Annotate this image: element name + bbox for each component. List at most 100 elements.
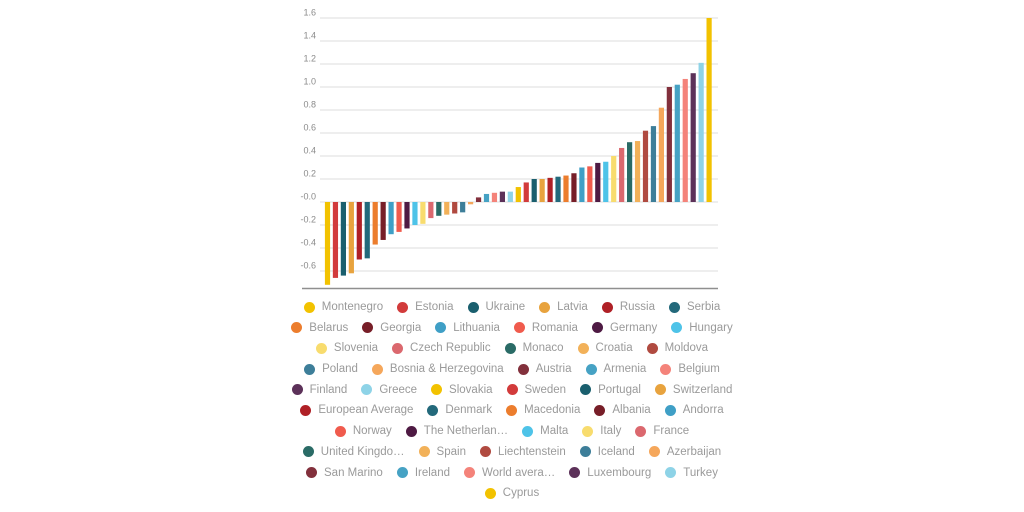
legend-label: Denmark bbox=[445, 404, 493, 417]
legend-item-portugal[interactable]: Portugal bbox=[580, 383, 641, 397]
legend-item-serbia[interactable]: Serbia bbox=[668, 300, 720, 314]
legend-item-san-marino[interactable]: San Marino bbox=[306, 466, 383, 480]
legend-item-georgia[interactable]: Georgia bbox=[362, 321, 421, 335]
legend-item-monaco[interactable]: Monaco bbox=[504, 341, 564, 355]
legend-dot bbox=[304, 363, 316, 375]
bar-lithuania bbox=[388, 202, 394, 235]
y-tick-label: -0.6 bbox=[300, 261, 316, 271]
legend-item-poland[interactable]: Poland bbox=[304, 362, 358, 376]
legend-item-romania[interactable]: Romania bbox=[513, 321, 578, 335]
bar-macedonia bbox=[563, 175, 569, 202]
bar-belgium bbox=[491, 192, 498, 202]
legend-item-czech-republic[interactable]: Czech Republic bbox=[392, 341, 491, 355]
bar-san-marino bbox=[666, 87, 672, 202]
bar-united-kingdo bbox=[627, 142, 633, 202]
legend-item-sweden[interactable]: Sweden bbox=[506, 383, 566, 397]
y-tick-label: 0.2 bbox=[303, 169, 316, 179]
legend-item-malta[interactable]: Malta bbox=[522, 424, 568, 438]
legend-dot bbox=[665, 467, 677, 478]
legend-item-the-netherlan[interactable]: The Netherlan… bbox=[405, 424, 509, 438]
legend-row: European Average Denmark Macedonia Albania A… bbox=[300, 403, 724, 417]
legend-label: Czech Republic bbox=[410, 342, 491, 355]
legend-item-spain[interactable]: Spain bbox=[418, 445, 466, 459]
legend-label: United Kingdo… bbox=[320, 445, 405, 458]
y-tick-label: 1.0 bbox=[303, 77, 316, 87]
legend-item-world-avera[interactable]: World avera… bbox=[464, 466, 555, 480]
legend-item-croatia[interactable]: Croatia bbox=[577, 341, 633, 355]
legend-label: Russia bbox=[619, 301, 655, 313]
legend-dot bbox=[291, 322, 303, 334]
bar-germany bbox=[404, 202, 410, 229]
legend-item-cyprus[interactable]: Cyprus bbox=[484, 486, 540, 500]
legend-item-albania[interactable]: Albania bbox=[594, 403, 651, 417]
y-tick-label: 0.8 bbox=[303, 100, 316, 110]
legend-item-armenia[interactable]: Armenia bbox=[585, 362, 646, 376]
legend-item-ireland[interactable]: Ireland bbox=[396, 466, 450, 480]
legend-item-belarus[interactable]: Belarus bbox=[291, 321, 348, 335]
legend-item-lithuania[interactable]: Lithuania bbox=[435, 321, 500, 335]
legend-label: Azerbaijan bbox=[666, 445, 722, 458]
legend-item-slovakia[interactable]: Slovakia bbox=[431, 383, 493, 397]
legend-item-latvia[interactable]: Latvia bbox=[539, 300, 588, 314]
legend-item-montenegro[interactable]: Montenegro bbox=[303, 300, 383, 314]
y-tick-label: 1.6 bbox=[303, 8, 316, 18]
legend-item-turkey[interactable]: Turkey bbox=[665, 466, 718, 480]
legend-item-bosnia-herzegovina[interactable]: Bosnia & Herzegovina bbox=[371, 362, 504, 376]
legend-dot bbox=[418, 446, 430, 458]
legend-item-belgium[interactable]: Belgium bbox=[660, 362, 720, 376]
bar-andorra bbox=[579, 167, 585, 202]
bar-the-netherlan bbox=[595, 162, 601, 202]
legend-label: Cyprus bbox=[502, 487, 540, 500]
bar-ukraine bbox=[340, 202, 346, 276]
legend-item-macedonia[interactable]: Macedonia bbox=[506, 403, 580, 417]
legend-label: Belarus bbox=[309, 321, 349, 334]
legend-item-switzerland[interactable]: Switzerland bbox=[654, 383, 732, 397]
legend-item-greece[interactable]: Greece bbox=[361, 383, 417, 397]
legend-dot bbox=[591, 322, 603, 334]
legend-item-france[interactable]: France bbox=[635, 424, 689, 438]
legend-item-italy[interactable]: Italy bbox=[582, 424, 621, 438]
legend-item-liechtenstein[interactable]: Liechtenstein bbox=[479, 445, 566, 459]
legend-item-austria[interactable]: Austria bbox=[517, 362, 572, 376]
legend-row: Cyprus bbox=[484, 486, 540, 500]
legend-row: Finland Greece Slovakia Sweden Portugal Switz… bbox=[291, 383, 732, 397]
legend-label: Romania bbox=[531, 321, 578, 334]
legend-dot bbox=[431, 384, 443, 396]
legend-item-slovenia[interactable]: Slovenia bbox=[315, 341, 378, 355]
legend-label: The Netherlan… bbox=[423, 425, 509, 438]
bar-montenegro bbox=[324, 202, 331, 285]
legend-item-germany[interactable]: Germany bbox=[591, 321, 657, 335]
legend-item-norway[interactable]: Norway bbox=[334, 424, 392, 438]
legend-row: Belarus Georgia Lithuania Romania Germany Hun… bbox=[291, 321, 733, 335]
legend-dot bbox=[585, 363, 597, 375]
y-tick-label: -0.0 bbox=[300, 192, 316, 202]
legend-item-russia[interactable]: Russia bbox=[601, 300, 655, 314]
bar-hungary bbox=[412, 202, 418, 225]
legend-item-european-average[interactable]: European Average bbox=[300, 403, 413, 417]
legend-label: Ireland bbox=[414, 466, 450, 479]
legend-dot bbox=[303, 301, 315, 313]
legend-item-denmark[interactable]: Denmark bbox=[427, 403, 492, 417]
legend-item-united-kingdo[interactable]: United Kingdo… bbox=[302, 445, 405, 459]
legend-label: Greece bbox=[379, 383, 418, 396]
legend-label: Austria bbox=[535, 363, 572, 376]
bar-bosnia-herzegovina bbox=[468, 202, 474, 205]
legend-item-finland[interactable]: Finland bbox=[291, 383, 347, 397]
legend-dot bbox=[660, 363, 672, 375]
legend-item-iceland[interactable]: Iceland bbox=[579, 445, 635, 459]
legend-dot bbox=[671, 322, 683, 334]
bar-greece bbox=[507, 191, 513, 202]
legend-item-luxembourg[interactable]: Luxembourg bbox=[569, 466, 651, 480]
legend-dot bbox=[361, 384, 373, 396]
legend-dot bbox=[601, 301, 613, 313]
legend-item-azerbaijan[interactable]: Azerbaijan bbox=[648, 445, 722, 459]
legend-dot bbox=[635, 425, 647, 437]
legend-item-andorra[interactable]: Andorra bbox=[664, 403, 724, 417]
legend-label: Lithuania bbox=[453, 321, 500, 334]
bar-european-average bbox=[547, 177, 553, 202]
legend-item-estonia[interactable]: Estonia bbox=[397, 300, 454, 314]
legend-label: European Average bbox=[318, 404, 414, 417]
legend-item-moldova[interactable]: Moldova bbox=[646, 341, 708, 355]
legend-item-hungary[interactable]: Hungary bbox=[671, 321, 733, 335]
legend-item-ukraine[interactable]: Ukraine bbox=[467, 300, 525, 314]
